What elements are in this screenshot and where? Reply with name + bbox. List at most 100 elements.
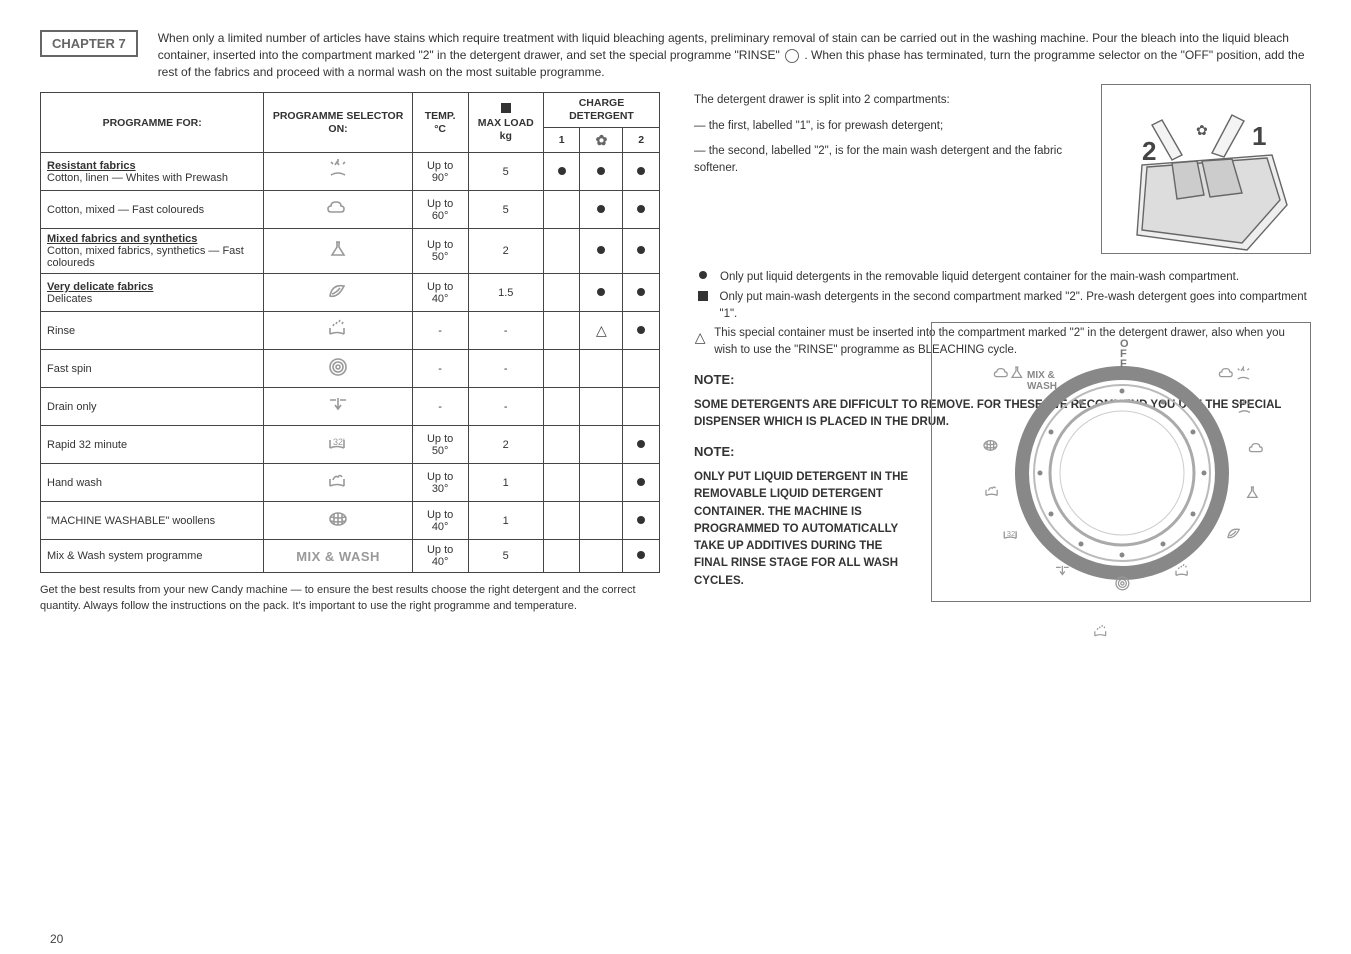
row-d1 [543, 350, 579, 388]
th-charge: CHARGE DETERGENT [543, 93, 659, 127]
drawer-item1: — the first, labelled "1", is for prewas… [694, 118, 1086, 135]
svg-text:2: 2 [1142, 136, 1156, 166]
row-load: 5 [468, 191, 543, 229]
th-load: MAX LOAD kg [468, 93, 543, 153]
row-d1 [543, 312, 579, 350]
row-icon [264, 153, 412, 191]
table-row: Rapid 32 minute Up to 50° 2 [41, 426, 660, 464]
programme-table: PROGRAMME FOR: PROGRAMME SELECTOR ON: TE… [40, 92, 660, 573]
row-d1 [543, 426, 579, 464]
triangle-icon: △ [695, 327, 706, 348]
th-load-text: MAX LOAD kg [478, 117, 534, 142]
row-temp: Up to 40° [412, 274, 468, 312]
row-d4 [623, 153, 660, 191]
th-prog-for: PROGRAMME FOR: [41, 93, 264, 153]
row-d4 [623, 540, 660, 573]
drawer-para1: The detergent drawer is split into 2 com… [694, 92, 1086, 109]
row-d4 [623, 229, 660, 274]
row-d3 [580, 464, 623, 502]
flower-icon: ✿ [596, 132, 608, 148]
table-row: Cotton, mixed — Fast coloureds Up to 60°… [41, 191, 660, 229]
square-icon [698, 291, 708, 301]
row-label: Very delicate fabricsDelicates [41, 274, 264, 312]
table-footnote: Get the best results from your new Candy… [40, 583, 660, 614]
row-label: Rapid 32 minute [41, 426, 264, 464]
row-label: Mix & Wash system programme [41, 540, 264, 573]
row-icon [264, 274, 412, 312]
programme-dial-figure: O F F MIX & WASH [931, 322, 1311, 602]
row-d1 [543, 388, 579, 426]
row-d3 [580, 229, 623, 274]
legend-text-2: Only put main-wash detergents in the sec… [720, 289, 1312, 324]
th-selector: PROGRAMME SELECTOR ON: [264, 93, 412, 153]
row-d1 [543, 464, 579, 502]
table-row: Very delicate fabricsDelicates Up to 40°… [41, 274, 660, 312]
row-load: - [468, 388, 543, 426]
row-load: 1 [468, 502, 543, 540]
table-row: Mix & Wash system programme MIX & WASH U… [41, 540, 660, 573]
row-d4 [623, 191, 660, 229]
svg-text:✿: ✿ [1196, 122, 1208, 138]
detergent-drawer-figure: ✿ 1 2 [1101, 84, 1311, 254]
page-number: 20 [50, 932, 63, 946]
table-row: Drain only - - [41, 388, 660, 426]
row-d1 [543, 502, 579, 540]
svg-text:WASH: WASH [1027, 381, 1057, 392]
row-label: Cotton, mixed — Fast coloureds [41, 191, 264, 229]
row-load: 2 [468, 426, 543, 464]
svg-text:F: F [1120, 358, 1127, 370]
row-d3 [580, 502, 623, 540]
chapter-badge: CHAPTER 7 [40, 30, 138, 57]
row-temp: - [412, 350, 468, 388]
row-d4 [623, 388, 660, 426]
row-load: 1.5 [468, 274, 543, 312]
row-d3 [580, 350, 623, 388]
svg-text:1: 1 [1252, 121, 1266, 151]
row-d3 [580, 426, 623, 464]
row-label: Rinse [41, 312, 264, 350]
row-d4 [623, 274, 660, 312]
row-icon [264, 388, 412, 426]
row-d4 [623, 502, 660, 540]
th-temp: TEMP. °C [412, 93, 468, 153]
page-header: CHAPTER 7 When only a limited number of … [40, 30, 1311, 80]
row-temp: Up to 40° [412, 502, 468, 540]
row-d3 [580, 191, 623, 229]
table-row: "MACHINE WASHABLE" woollens Up to 40° 1 [41, 502, 660, 540]
row-temp: Up to 60° [412, 191, 468, 229]
row-d1 [543, 540, 579, 573]
row-d3 [580, 153, 623, 191]
row-icon: MIX & WASH [264, 540, 412, 573]
row-temp: - [412, 312, 468, 350]
row-d4 [623, 312, 660, 350]
rinse-small-icon [1091, 622, 1111, 648]
row-icon [264, 312, 412, 350]
row-d3 [580, 388, 623, 426]
row-label: Fast spin [41, 350, 264, 388]
row-load: 1 [468, 464, 543, 502]
row-d3: △ [580, 312, 623, 350]
row-d4 [623, 464, 660, 502]
row-d3 [580, 274, 623, 312]
row-temp: Up to 30° [412, 464, 468, 502]
row-d4 [623, 350, 660, 388]
th-sub-1: 1 [543, 127, 579, 153]
row-d3 [580, 540, 623, 573]
row-d4 [623, 426, 660, 464]
row-temp: Up to 90° [412, 153, 468, 191]
row-temp: Up to 40° [412, 540, 468, 573]
table-row: Hand wash Up to 30° 1 [41, 464, 660, 502]
row-label: Hand wash [41, 464, 264, 502]
row-icon [264, 350, 412, 388]
row-temp: - [412, 388, 468, 426]
th-sub-flower: ✿ [580, 127, 623, 153]
row-label: Resistant fabricsCotton, linen — Whites … [41, 153, 264, 191]
row-d1 [543, 229, 579, 274]
table-row: Fast spin - - [41, 350, 660, 388]
row-temp: Up to 50° [412, 426, 468, 464]
black-square-icon [501, 103, 511, 113]
table-row: Rinse - - △ [41, 312, 660, 350]
row-icon [264, 464, 412, 502]
dot-icon [699, 271, 707, 279]
legend-text-1: Only put liquid detergents in the remova… [720, 269, 1239, 286]
